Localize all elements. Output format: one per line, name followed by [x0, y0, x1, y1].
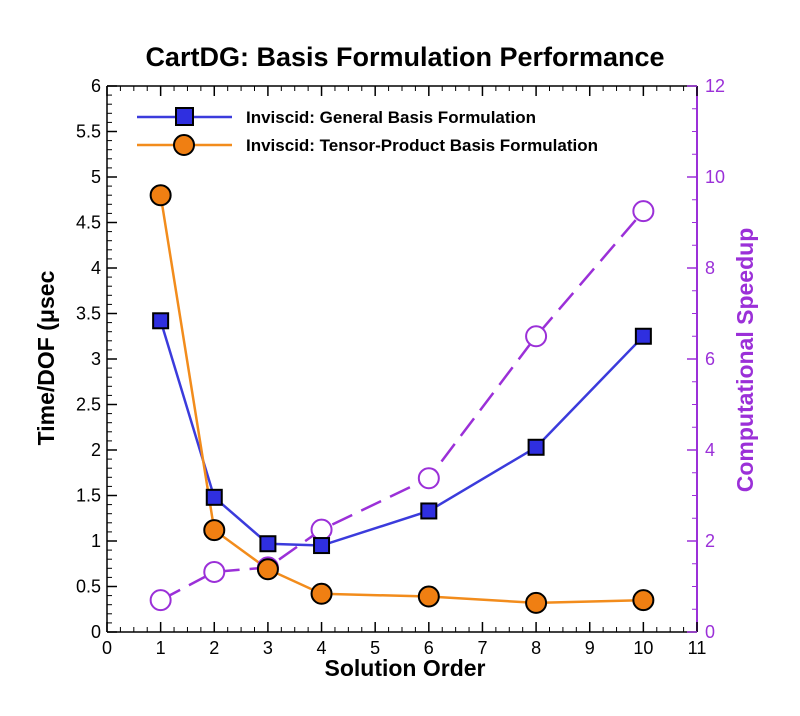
general-point: [313, 537, 331, 555]
x-tick-label: 6: [424, 638, 434, 658]
legend-label-general: Inviscid: General Basis Formulation: [246, 108, 536, 127]
x-tick-label: 10: [633, 638, 653, 658]
series-line-tensor: [159, 195, 644, 605]
y-tick-label: 1: [91, 531, 101, 551]
chart-title: CartDG: Basis Formulation Performance: [145, 42, 664, 72]
legend-label-tensor: Inviscid: Tensor-Product Basis Formulati…: [246, 136, 598, 155]
y-tick-label: 3.5: [76, 304, 101, 324]
x-axis-title: Solution Order: [325, 655, 486, 681]
y-tick-label: 0: [91, 622, 101, 642]
tensor-point: [310, 582, 333, 605]
y2-tick-label: 6: [705, 349, 715, 369]
speedup-point: [632, 200, 655, 223]
y2-tick-label: 8: [705, 258, 715, 278]
legend-marker-tensor: [173, 134, 195, 156]
x-tick-label: 5: [370, 638, 380, 658]
tensor-point: [256, 558, 279, 581]
series-line-speedup: [160, 210, 645, 602]
tensor-point: [525, 591, 548, 614]
general-point: [420, 502, 438, 520]
y-tick-label: 0.5: [76, 577, 101, 597]
y-tick-label: 1.5: [76, 486, 101, 506]
x-tick-label: 3: [263, 638, 273, 658]
y2-tick-label: 2: [705, 531, 715, 551]
y-tick-label: 3: [91, 349, 101, 369]
y2-axis-title: Computational Speedup: [732, 228, 758, 493]
y-tick-label: 4: [91, 258, 101, 278]
tensor-point: [632, 589, 655, 612]
tensor-point: [149, 184, 172, 207]
y-axis-title: Time/DOF (μsec: [33, 270, 59, 445]
y-tick-label: 5.5: [76, 122, 101, 142]
x-tick-label: 2: [209, 638, 219, 658]
y2-tick-label: 0: [705, 622, 715, 642]
y-tick-label: 6: [91, 76, 101, 96]
y2-tick-label: 4: [705, 440, 715, 460]
legend-marker-general: [175, 107, 194, 126]
speedup-point: [417, 467, 440, 490]
x-tick-label: 0: [102, 638, 112, 658]
y-tick-label: 2.5: [76, 395, 101, 415]
x-tick-label: 9: [585, 638, 595, 658]
y2-tick-label: 10: [705, 167, 725, 187]
plot-area: 0 1 2 3 4 5 6 7 8 9 10 1100.511.522.533.544.555.560…: [76, 76, 725, 658]
general-point: [527, 438, 545, 456]
y-tick-label: 4.5: [76, 213, 101, 233]
y2-tick-label: 12: [705, 76, 725, 96]
series-line-general: [159, 320, 645, 547]
speedup-point: [310, 518, 333, 541]
x-tick-label: 4: [317, 638, 327, 658]
tensor-point: [203, 519, 226, 542]
y-tick-label: 2: [91, 440, 101, 460]
legend: Inviscid: General Basis Formulation Invi…: [137, 107, 598, 156]
speedup-point: [149, 589, 172, 612]
x-tick-label: 1: [156, 638, 166, 658]
y-tick-label: 5: [91, 167, 101, 187]
x-tick-label: 11: [688, 638, 707, 658]
general-point: [205, 488, 223, 506]
general-point: [259, 535, 277, 553]
x-tick-label: 7: [477, 638, 487, 658]
general-point: [152, 312, 170, 330]
general-point: [634, 327, 652, 345]
tensor-point: [417, 585, 440, 608]
speedup-point: [203, 560, 226, 583]
x-tick-label: 8: [531, 638, 541, 658]
speedup-point: [525, 325, 548, 348]
